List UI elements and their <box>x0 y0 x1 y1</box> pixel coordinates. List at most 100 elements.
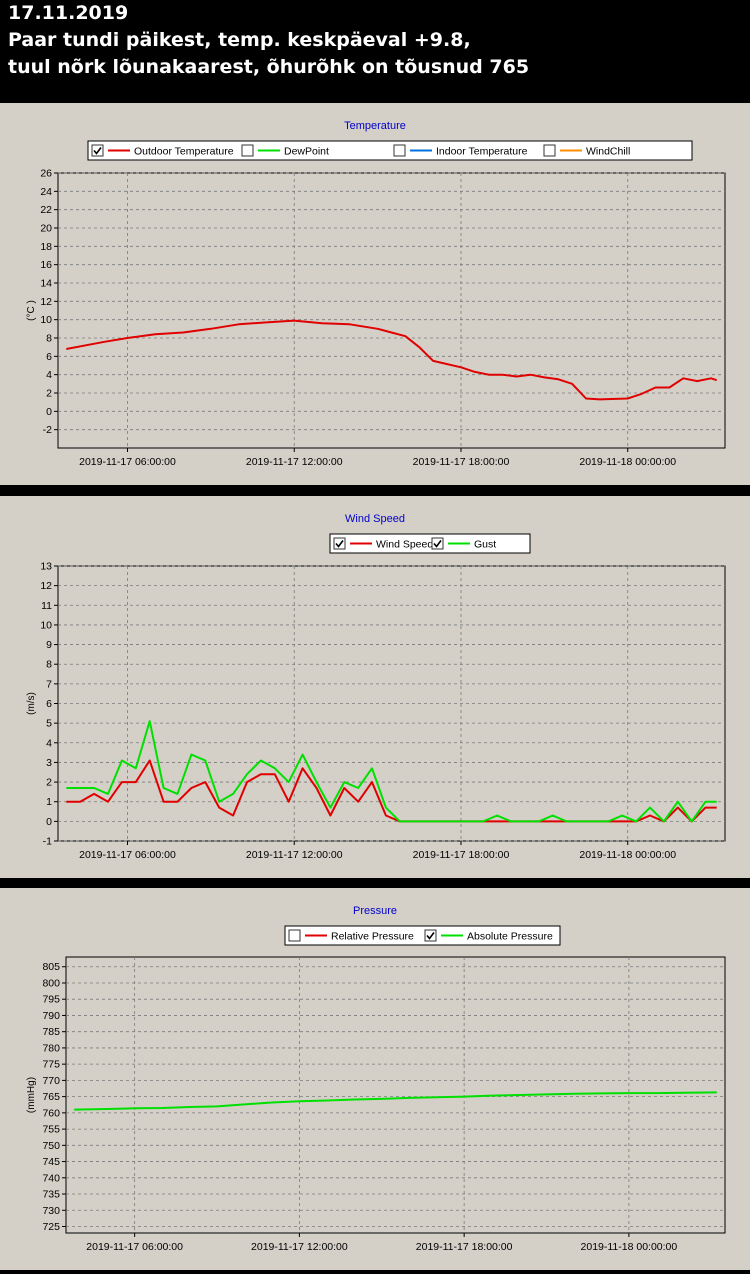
legend-checkbox[interactable] <box>431 537 444 550</box>
pressure-chart: Pressure Relative Pressure Absolute Pressu… <box>26 905 726 1253</box>
y-tick-label: 22 <box>40 204 52 216</box>
y-tick-label: 0 <box>46 816 52 828</box>
legend-label: Gust <box>474 539 496 551</box>
plot-area <box>65 956 726 1234</box>
y-tick-label: 11 <box>41 600 52 612</box>
y-tick-label: 760 <box>42 1107 60 1119</box>
y-tick-label: 1 <box>46 796 52 808</box>
legend-label: Outdoor Temperature <box>134 146 234 158</box>
y-tick-label: 765 <box>42 1091 60 1103</box>
plot-area <box>57 172 726 449</box>
y-tick-label: 0 <box>46 406 52 418</box>
pressure-panel: Pressure Relative Pressure Absolute Pressu… <box>0 888 750 1270</box>
header-date: 17.11.2019 <box>8 2 129 24</box>
y-tick-label: 10 <box>40 619 52 631</box>
y-tick-label: 750 <box>42 1140 60 1152</box>
y-tick-label: 16 <box>40 259 52 271</box>
chart-title: Pressure <box>353 905 397 917</box>
x-tick-label: 2019-11-17 12:00:00 <box>251 1241 348 1253</box>
header: 17.11.2019 Paar tundi päikest, temp. kes… <box>0 0 750 100</box>
y-tick-label: 24 <box>40 186 52 198</box>
checkmark-icon <box>433 540 442 548</box>
header-line-3: tuul nõrk lõunakaarest, õhurõhk on tõusn… <box>8 56 530 78</box>
y-tick-label: 730 <box>42 1205 60 1217</box>
checkmark-icon <box>426 932 435 940</box>
legend-label: DewPoint <box>284 146 329 158</box>
y-tick-label: 770 <box>42 1075 60 1087</box>
legend-label: WindChill <box>586 146 630 158</box>
y-tick-label: 5 <box>46 718 52 730</box>
legend-checkbox[interactable] <box>333 537 346 550</box>
wind-speed-panel: Wind Speed Wind Speed Gust -1 0 1 2 3 4 5 6 7 8 9 10 11… <box>0 496 750 878</box>
y-tick-label: 7 <box>46 678 52 690</box>
legend-checkbox[interactable] <box>393 144 406 157</box>
y-tick-label: 735 <box>42 1189 60 1201</box>
y-axis-label: (m/s) <box>26 692 37 715</box>
x-tick-label: 2019-11-17 18:00:00 <box>413 849 510 861</box>
y-tick-label: 14 <box>40 278 52 290</box>
legend-checkbox[interactable] <box>241 144 254 157</box>
x-tick-label: 2019-11-17 06:00:00 <box>86 1241 183 1253</box>
y-tick-label: 4 <box>46 737 52 749</box>
y-tick-label: 795 <box>42 994 60 1006</box>
series-line <box>66 720 717 823</box>
checkmark-icon <box>335 540 344 548</box>
legend-checkbox[interactable] <box>543 144 556 157</box>
plot-area <box>57 565 726 842</box>
x-tick-label: 2019-11-17 12:00:00 <box>246 849 343 861</box>
y-tick-label: 785 <box>42 1026 60 1038</box>
y-tick-label: 6 <box>46 698 52 710</box>
legend-box <box>329 533 531 554</box>
y-tick-label: 780 <box>42 1042 60 1054</box>
temperature-chart: Temperature Outdoor Temperature DewPoint In… <box>26 120 726 468</box>
series-line <box>66 319 718 401</box>
legend-checkbox[interactable] <box>288 929 301 942</box>
y-tick-label: 790 <box>42 1010 60 1022</box>
legend-checkbox[interactable] <box>424 929 437 942</box>
y-tick-label: 8 <box>46 659 52 671</box>
legend-checkbox[interactable] <box>91 144 104 157</box>
y-tick-label: 9 <box>46 639 52 651</box>
y-tick-label: 775 <box>42 1059 60 1071</box>
x-tick-label: 2019-11-18 00:00:00 <box>579 456 676 468</box>
y-tick-label: 4 <box>46 369 52 381</box>
x-tick-label: 2019-11-18 00:00:00 <box>581 1241 678 1253</box>
y-tick-label: 12 <box>40 296 52 308</box>
checkmark-icon <box>93 147 102 155</box>
series-line <box>74 1091 717 1111</box>
x-tick-label: 2019-11-17 18:00:00 <box>416 1241 513 1253</box>
legend-label: Relative Pressure <box>331 931 414 943</box>
legend-label: Wind Speed <box>376 539 433 551</box>
x-tick-label: 2019-11-17 18:00:00 <box>413 456 510 468</box>
y-tick-label: 745 <box>42 1156 60 1168</box>
y-tick-label: 805 <box>42 961 60 973</box>
series-line <box>66 759 717 823</box>
y-tick-label: 8 <box>46 333 52 345</box>
legend-box <box>87 140 693 161</box>
x-tick-label: 2019-11-18 00:00:00 <box>579 849 676 861</box>
y-tick-label: 2 <box>46 777 52 789</box>
y-tick-label: 6 <box>46 351 52 363</box>
y-tick-label: 2 <box>46 388 52 400</box>
y-axis-label: (°C ) <box>26 300 37 321</box>
y-tick-label: 3 <box>46 757 52 769</box>
temperature-panel: Temperature Outdoor Temperature DewPoint In… <box>0 103 750 485</box>
y-tick-label: 13 <box>40 561 52 573</box>
chart-title: Wind Speed <box>345 513 405 525</box>
y-tick-label: 26 <box>40 168 52 180</box>
y-tick-label: 10 <box>40 314 52 326</box>
legend-box <box>284 925 561 946</box>
x-tick-label: 2019-11-17 12:00:00 <box>246 456 343 468</box>
y-tick-label: 12 <box>40 580 52 592</box>
y-tick-label: 800 <box>42 977 60 989</box>
chart-title: Temperature <box>344 120 406 132</box>
y-tick-label: 755 <box>42 1124 60 1136</box>
y-tick-label: 20 <box>40 223 52 235</box>
y-tick-label: 740 <box>42 1172 60 1184</box>
y-tick-label: -1 <box>43 836 52 848</box>
legend-label: Absolute Pressure <box>467 931 553 943</box>
legend-label: Indoor Temperature <box>436 146 528 158</box>
y-tick-label: -2 <box>43 424 52 436</box>
y-tick-label: 18 <box>40 241 52 253</box>
